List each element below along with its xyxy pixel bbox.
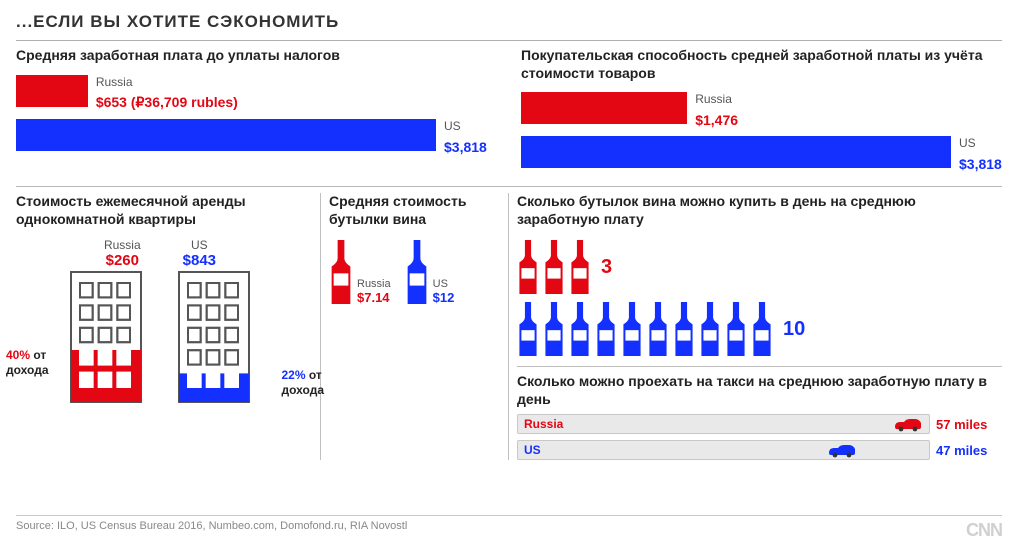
rent-us-pct: 22%: [282, 368, 306, 382]
rent-us-country: US: [183, 238, 216, 252]
wine-row: Russia $7.14 US $12: [329, 238, 492, 306]
wine-bottle-icon: [751, 300, 773, 358]
taxi-us-track: US: [517, 440, 930, 460]
wine-bottle-icon: [569, 238, 591, 296]
bar-country-label: Russia: [96, 75, 133, 89]
rent-us-pct-label: 22% от дохода: [282, 368, 325, 397]
wine-russia: Russia $7.14: [329, 238, 391, 306]
bar-row: US $3,818: [16, 119, 497, 155]
building-us: [178, 271, 250, 403]
building-russia: [70, 271, 142, 403]
taxi-title: Сколько можно проехать на такси на средн…: [517, 373, 1002, 408]
rent-russia-country: Russia: [104, 238, 141, 252]
taxi-russia-car-icon: [893, 417, 923, 432]
wine-bottle-us-icon: [405, 238, 429, 306]
wine-russia-value: $7.14: [357, 291, 391, 306]
source-text: Source: ILO, US Census Bureau 2016, Numb…: [16, 520, 407, 541]
bar-country-label: US: [444, 119, 461, 133]
mid-divider: [16, 186, 1002, 187]
row2: Стоимость ежемесячной аренды однокомнатн…: [16, 193, 1002, 460]
bottles-title: Сколько бутылок вина можно купить в день…: [517, 193, 1002, 228]
bar: [521, 92, 687, 124]
wine-bottle-icon: [517, 238, 539, 296]
rent-russia-value: $260: [104, 252, 141, 269]
wine-bottle-icon: [621, 300, 643, 358]
rent-russia-pct: 40%: [6, 348, 30, 362]
rent-title: Стоимость ежемесячной аренды однокомнатн…: [16, 193, 304, 228]
taxi-russia-miles: 57 miles: [936, 417, 1002, 432]
wine-bottle-icon: [569, 300, 591, 358]
top-divider: [16, 40, 1002, 41]
wine-bottle-icon: [725, 300, 747, 358]
bar-value-label: $1,476: [695, 112, 738, 128]
salary-bars: Russia $653 (₽36,709 rubles) US $3,818: [16, 75, 497, 155]
bottle-count: 3: [601, 256, 612, 279]
footer: Source: ILO, US Census Bureau 2016, Numb…: [16, 515, 1002, 541]
taxi-us-car-icon: [827, 443, 857, 458]
bar: [16, 119, 436, 151]
top-row: Средняя заработная плата до уплаты налог…: [16, 47, 1002, 180]
bar-value-label: $3,818: [444, 139, 487, 155]
wine-bottle-icon: [543, 238, 565, 296]
wine-bottle-icon: [647, 300, 669, 358]
rent-buildings: 40% от дохода 22% от дохода: [16, 271, 304, 403]
bottle-count: 10: [783, 318, 805, 341]
wine-us-value: $12: [433, 291, 455, 306]
rent-panel: Стоимость ежемесячной аренды однокомнатн…: [16, 193, 304, 460]
bar: [16, 75, 88, 107]
bar-row: US $3,818: [521, 136, 1002, 172]
purchasing-title: Покупательская способность средней зараб…: [521, 47, 1002, 82]
taxi-us-miles: 47 miles: [936, 443, 1002, 458]
taxi-panel: Сколько можно проехать на такси на средн…: [517, 366, 1002, 460]
salary-title: Средняя заработная плата до уплаты налог…: [16, 47, 497, 65]
salary-panel: Средняя заработная плата до уплаты налог…: [16, 47, 497, 180]
brand-logo: CNN: [966, 520, 1002, 541]
wine-bottle-icon: [543, 300, 565, 358]
right-column: Сколько бутылок вина можно купить в день…: [508, 193, 1002, 460]
purchasing-panel: Покупательская способность средней зараб…: [521, 47, 1002, 180]
rent-values: Russia $260 US $843: [16, 238, 304, 269]
bar-country-label: US: [959, 136, 976, 150]
rent-us-header: US $843: [183, 238, 216, 269]
wine-bottle-russia-icon: [329, 238, 353, 306]
rent-russia-pct-label: 40% от дохода: [6, 348, 49, 377]
taxi-us-row: US 47 miles: [517, 440, 1002, 460]
bar-country-label: Russia: [695, 92, 732, 106]
bar-row: Russia $653 (₽36,709 rubles): [16, 75, 497, 111]
bar-row: Russia $1,476: [521, 92, 1002, 128]
page-title: ...ЕСЛИ ВЫ ХОТИТЕ СЭКОНОМИТЬ: [16, 12, 1002, 32]
wine-bottle-icon: [517, 300, 539, 358]
rent-us-value: $843: [183, 252, 216, 269]
wine-bottle-icon: [699, 300, 721, 358]
taxi-us-country: US: [524, 443, 541, 457]
wine-bottle-icon: [595, 300, 617, 358]
purchasing-bars: Russia $1,476 US $3,818: [521, 92, 1002, 172]
taxi-russia-row: Russia 57 miles: [517, 414, 1002, 434]
wine-title: Средняя стоимость бутылки вина: [329, 193, 492, 228]
wine-panel: Средняя стоимость бутылки вина Russia $7…: [320, 193, 492, 460]
wine-bottle-icon: [673, 300, 695, 358]
building-us-icon: [178, 271, 250, 403]
building-russia-icon: [70, 271, 142, 403]
bar: [521, 136, 951, 168]
bottles-us-row: 10: [517, 300, 1002, 358]
bottles-russia-row: 3: [517, 238, 1002, 296]
bar-value-label: $3,818: [959, 156, 1002, 172]
bar-value-label: $653 (₽36,709 rubles): [96, 94, 238, 111]
taxi-russia-country: Russia: [524, 417, 563, 431]
wine-us: US $12: [405, 238, 455, 306]
taxi-russia-track: Russia: [517, 414, 930, 434]
rent-russia-header: Russia $260: [104, 238, 141, 269]
